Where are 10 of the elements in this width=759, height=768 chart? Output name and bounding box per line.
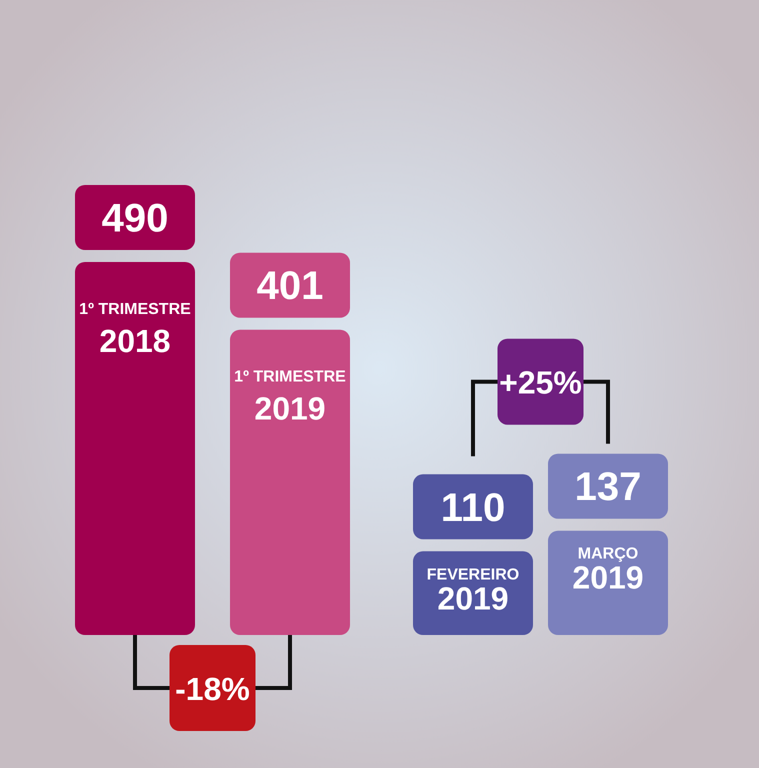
data-label: 490 <box>102 196 168 240</box>
x-tick-label: 1º TRIMESTRE 2019 <box>234 368 346 427</box>
data-label: 137 <box>574 465 642 510</box>
x-tick-label: MARÇO 2019 <box>572 546 644 596</box>
x-tick-label: 1º TRIMESTRE 2018 <box>79 301 192 359</box>
x-tick-label: FEVEREIRO 2019 <box>426 566 520 616</box>
data-label: 401 <box>256 264 324 308</box>
text: -18% <box>175 671 250 707</box>
annotation: +25% <box>499 364 582 401</box>
data-label: 110 <box>440 486 506 530</box>
